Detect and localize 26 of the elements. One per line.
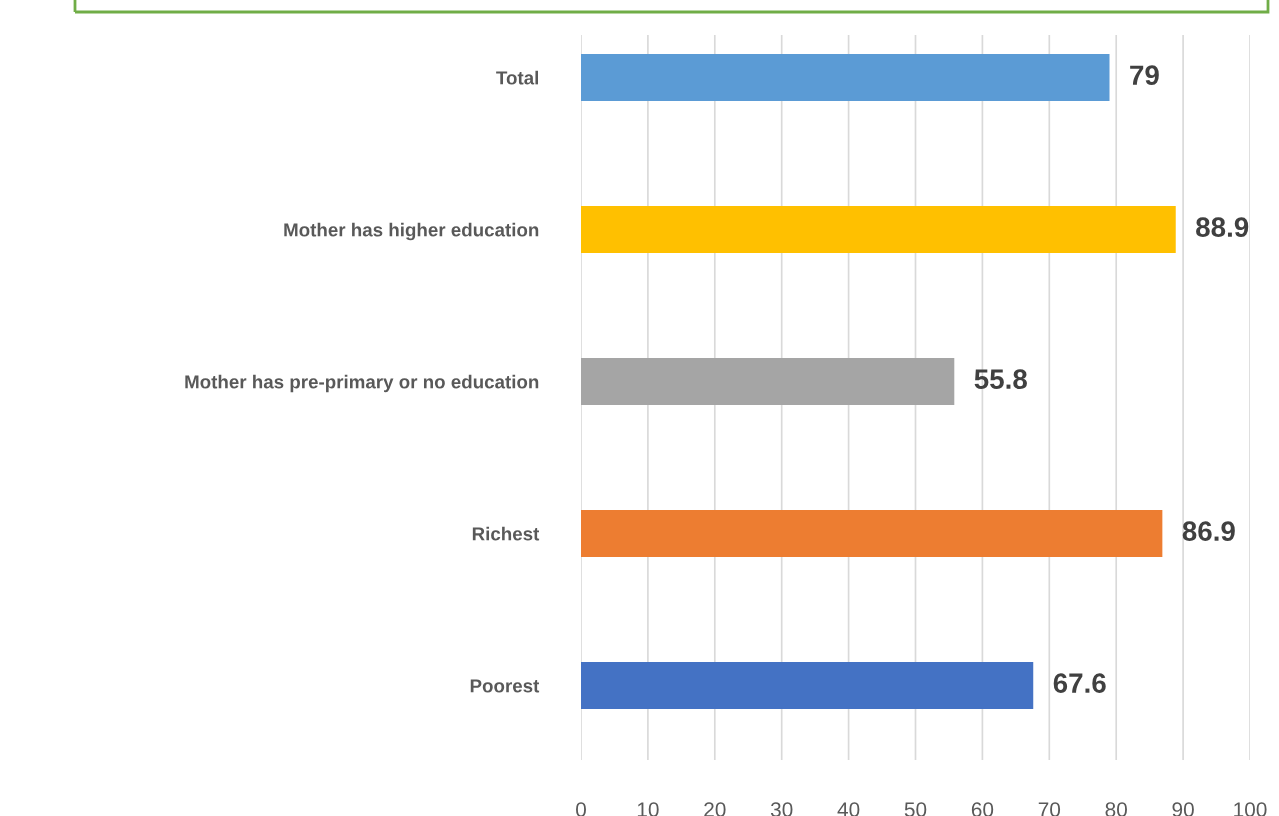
x-tick-label: 100 xyxy=(1234,802,1267,816)
y-tick-label: Mother has higher education xyxy=(284,222,539,241)
y-tick-label: Richest xyxy=(472,526,540,541)
x-tick-label: 50 xyxy=(904,802,927,816)
bar xyxy=(581,357,955,406)
x-tick-label: 90 xyxy=(1172,802,1194,816)
data-label: 88.9 xyxy=(1196,217,1249,238)
y-tick-label: Mother has pre-primary or no education xyxy=(185,374,539,393)
x-tick-label: 60 xyxy=(971,802,994,816)
x-tick-label: 20 xyxy=(704,802,726,816)
x-tick-label: 10 xyxy=(637,802,659,816)
data-label: 86.9 xyxy=(1182,521,1235,541)
x-tick-label: 30 xyxy=(770,802,793,816)
x-tick-label: 0 xyxy=(576,802,586,816)
data-label: 55.8 xyxy=(974,369,1027,389)
bar xyxy=(581,661,1034,710)
data-label: 67.6 xyxy=(1053,673,1106,693)
x-tick-label: 80 xyxy=(1105,802,1127,816)
bar xyxy=(581,54,1110,102)
bar xyxy=(581,205,1176,254)
x-tick-label: 40 xyxy=(837,802,860,816)
data-label: 79 xyxy=(1130,65,1159,86)
y-tick-label: Poorest xyxy=(470,679,540,693)
y-tick-label: Total xyxy=(496,70,539,85)
bar xyxy=(581,509,1163,558)
x-tick-label: 70 xyxy=(1038,802,1061,816)
